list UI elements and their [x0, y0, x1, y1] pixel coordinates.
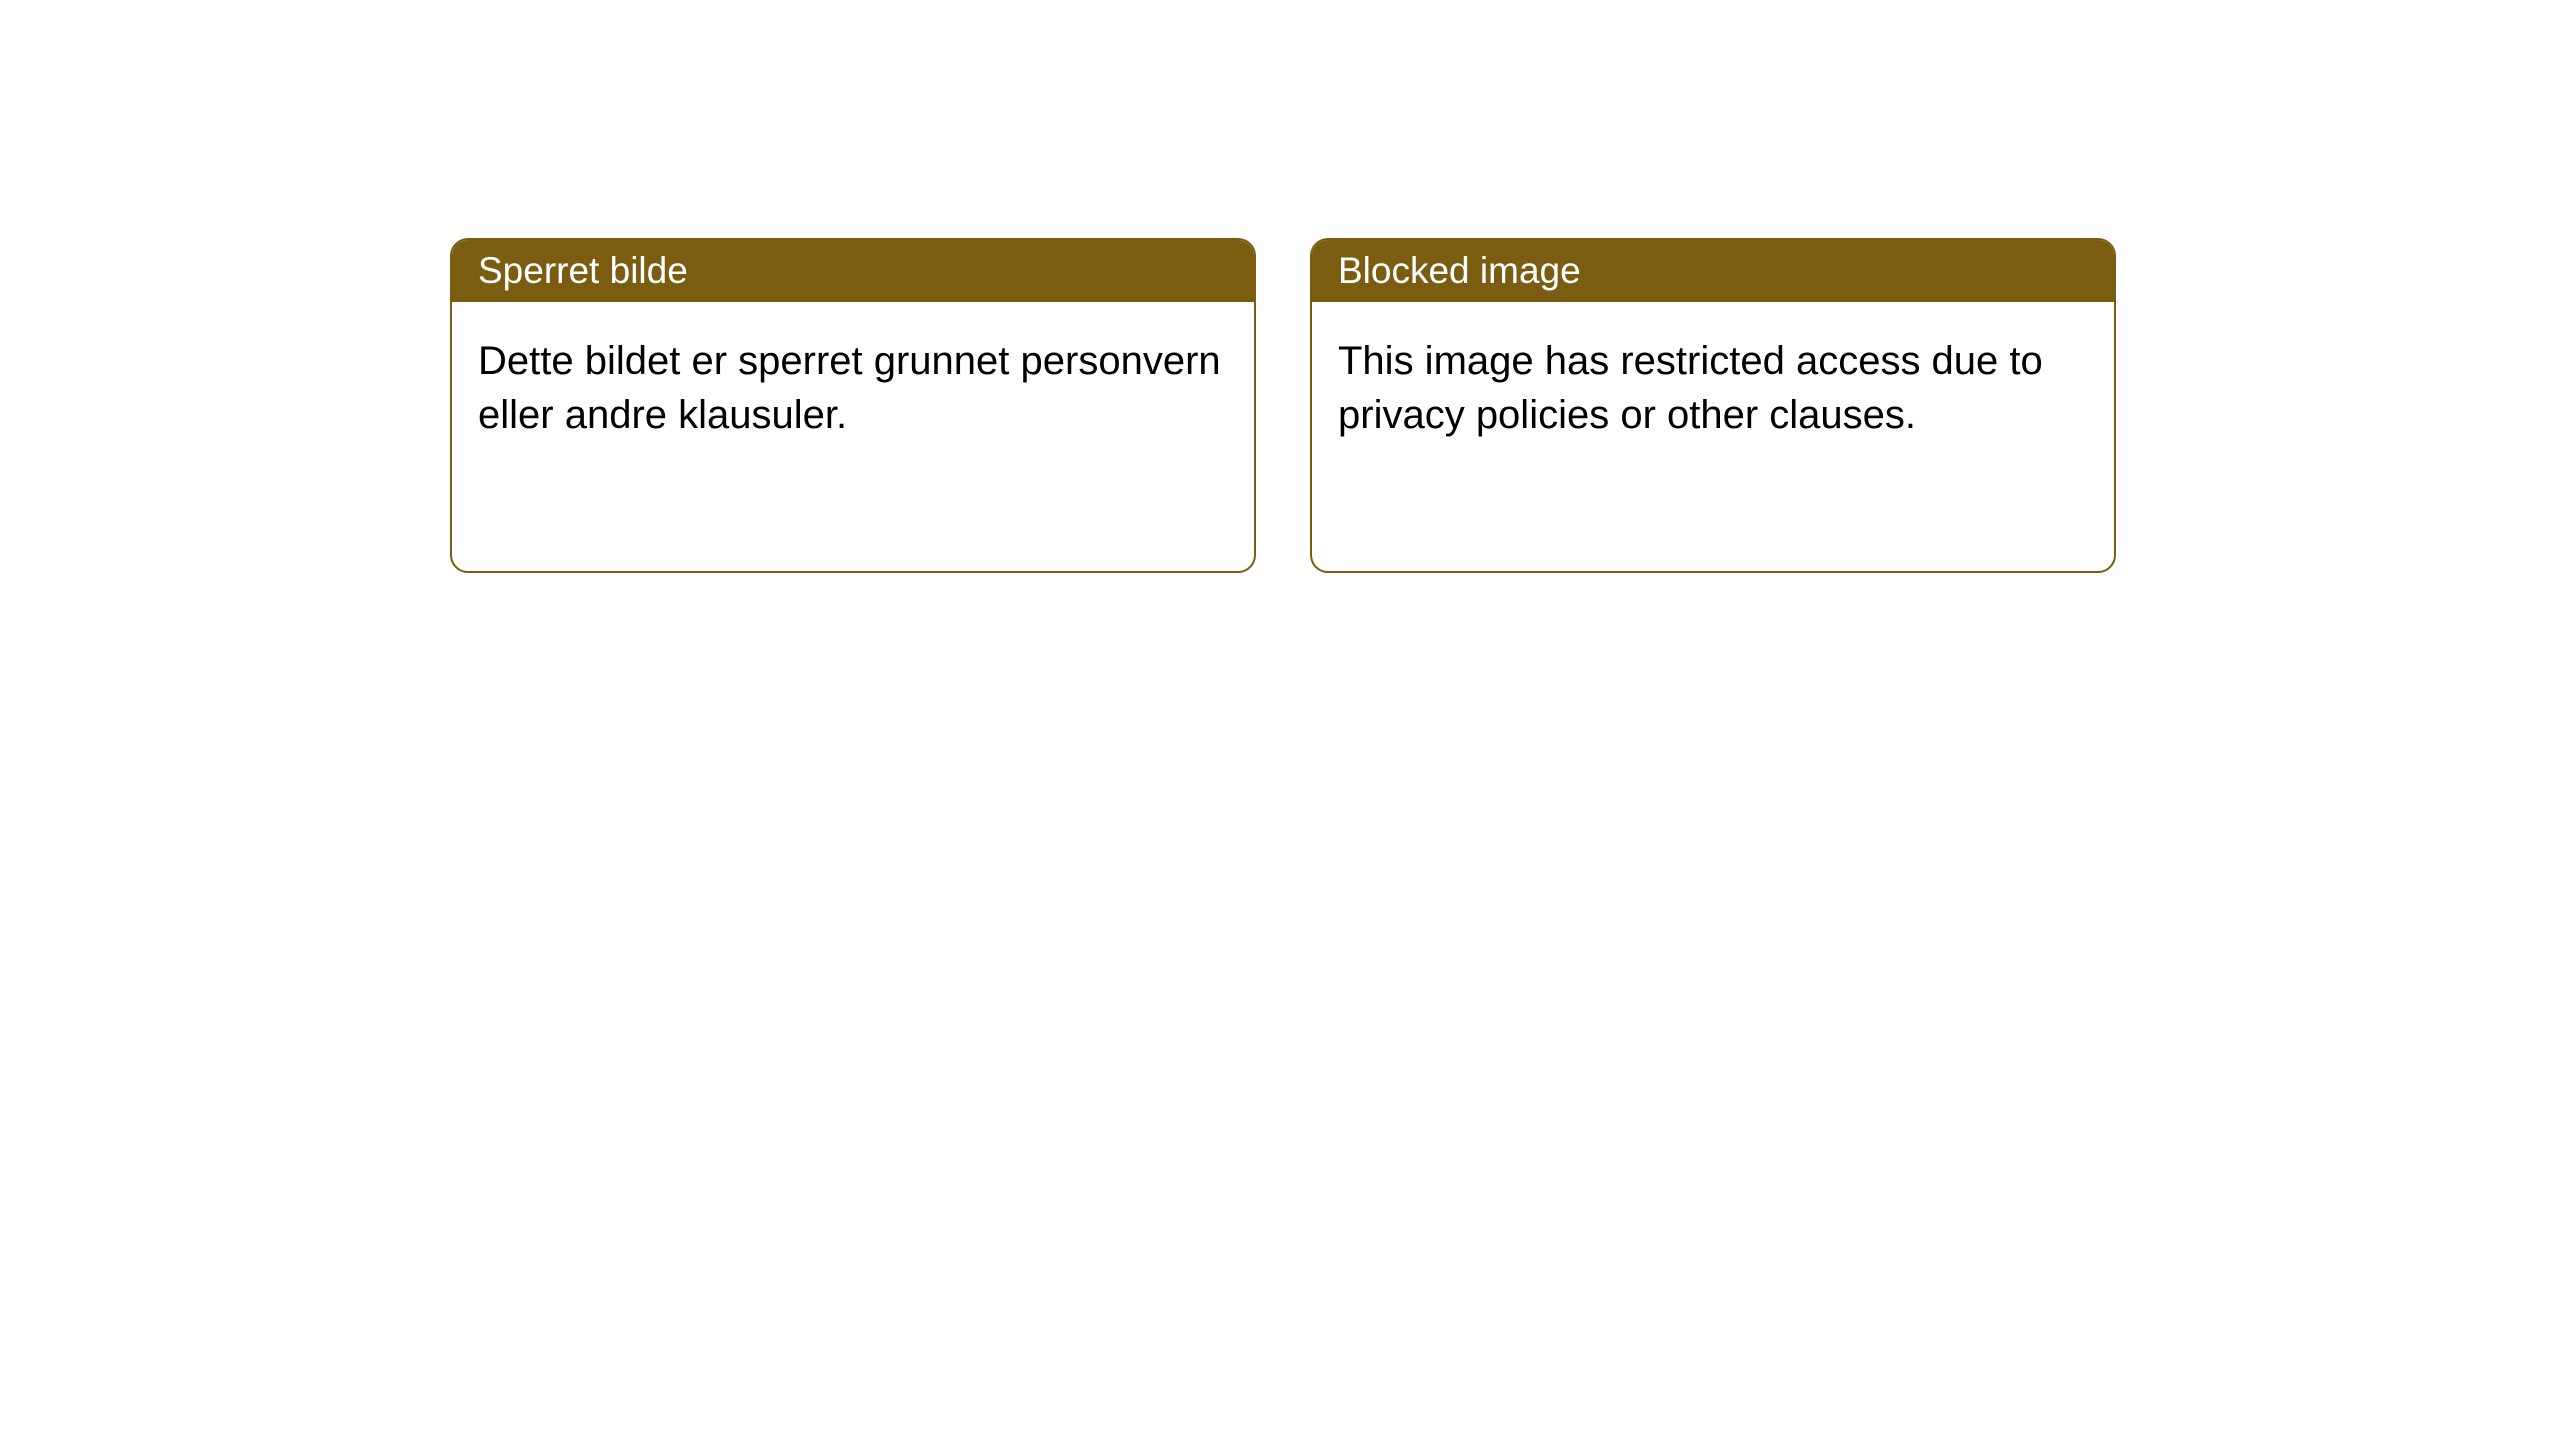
notice-header-en: Blocked image	[1312, 240, 2114, 302]
notice-container: Sperret bilde Dette bildet er sperret gr…	[0, 0, 2560, 573]
notice-body-en: This image has restricted access due to …	[1312, 302, 2114, 474]
notice-card-no: Sperret bilde Dette bildet er sperret gr…	[450, 238, 1256, 573]
notice-body-no: Dette bildet er sperret grunnet personve…	[452, 302, 1254, 474]
notice-card-en: Blocked image This image has restricted …	[1310, 238, 2116, 573]
notice-header-no: Sperret bilde	[452, 240, 1254, 302]
